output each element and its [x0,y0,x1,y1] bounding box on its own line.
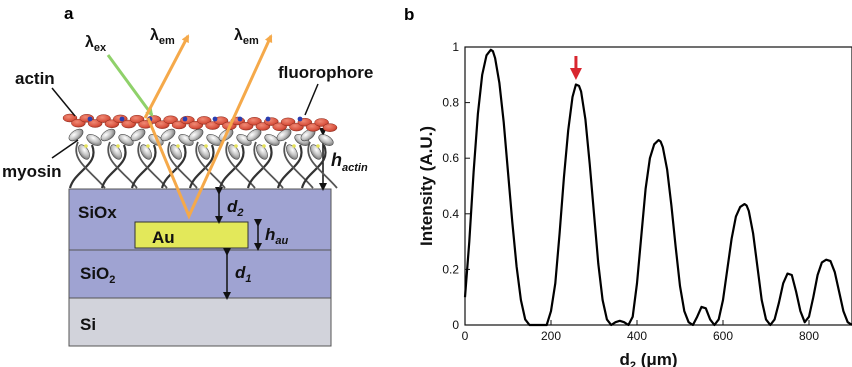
actin-monomer [163,115,178,125]
myosin-head [78,144,90,160]
myosin-leader-line [51,139,79,159]
panel-a-letter: a [64,4,74,23]
fluorophore-label: fluorophore [278,63,373,82]
myosin-head [110,144,122,160]
myosin-joint [204,144,208,148]
siox-label: SiOx [78,203,117,222]
myosin-head [140,144,152,160]
au-label: Au [152,228,175,247]
actin-label: actin [15,69,55,88]
x-axis-title: d2 (μm) [619,350,677,367]
myosin-head [68,128,84,142]
myosin-joint [176,144,180,148]
panel-b-letter: b [404,5,414,24]
myosin-joint [84,144,88,148]
myosin-joint [116,144,120,148]
myosin-tail [195,141,226,189]
x-tick-label: 200 [541,329,561,343]
x-tick-label: 0 [462,329,469,343]
au-layer [134,221,249,249]
x-tick-label: 600 [713,329,733,343]
myosin-tail [253,141,284,189]
myosin-joint [316,144,320,148]
y-tick-label: 0.4 [442,207,459,221]
actin-monomer [322,123,338,132]
myosin-joint [292,144,296,148]
myosin-head [188,128,204,142]
myosin-head [228,144,240,160]
si-label: Si [80,315,96,334]
d2-label: d2 [227,197,244,219]
myosin-head [198,144,210,160]
myosin-head [160,128,176,142]
myosin-head [256,144,268,160]
hactin-label: hactin [331,150,368,174]
y-tick-label: 0 [452,318,459,332]
y-tick-label: 0.8 [442,96,459,110]
y-axis-title: Intensity (A.U.) [417,126,436,246]
panel-a: a SiOx Au SiO2 Si d2 hau d1 hactin λex [2,4,373,347]
fluorophore-dot [237,116,243,122]
actin-monomer [247,117,262,126]
fluorophore-dot [265,116,271,122]
myosin-tail [75,141,106,189]
d1-label: d1 [235,263,252,285]
fluorophore-dot [297,116,303,122]
actin-monomer [196,116,212,125]
intensity-series-line [463,48,852,327]
actin-leader-line [51,87,76,117]
fluorophore-dot [119,116,125,122]
intensity-chart: 0 0.2 0.4 0.6 0.8 1 0 200 400 600 800 Intensity (A.… [417,40,852,367]
lambda-ex-label: λex [85,34,107,54]
fluorophore-dot [182,116,188,122]
hau-label: hau [265,225,289,247]
actin-monomer [96,114,111,123]
sio2-layer [68,249,332,299]
fluorophore-leader-line [304,83,319,116]
myosin-joint [146,144,150,148]
panel-b: b 0 0.2 0.4 0.6 0.8 1 0 200 400 600 800 Intensity (… [404,5,852,367]
y-tick-label: 0.2 [442,262,459,276]
myosin-tail [107,141,138,189]
myosin-head [264,134,280,146]
myosin-joint [234,144,238,148]
sio2-label: SiO2 [80,264,115,286]
myosin-tail [283,141,314,189]
myosin-tail [137,141,168,189]
y-tick-label: 0.6 [442,151,459,165]
lambda-em-label-1: λem [150,27,175,47]
myosin-tail [307,141,338,189]
lambda-em-label-2: λem [234,27,259,47]
myosin-head [286,144,298,160]
myosin-joint [262,144,266,148]
peak-marker-arrow-head [569,68,582,80]
excitation-ray [106,54,154,117]
si-substrate [68,297,332,347]
myosin-label: myosin [2,162,62,181]
actin-monomer [314,118,329,127]
myosin-head [170,144,182,160]
fluorophore-dot [212,116,218,122]
y-tick-label: 1 [452,40,459,54]
myosin-head [118,134,134,146]
actin-monomer [280,117,296,127]
myosin-head [276,128,292,142]
x-tick-label: 800 [799,329,819,343]
actin-monomer [62,113,78,123]
actin-filament [62,113,338,132]
emission-ray-reflected [146,34,273,220]
myosin-head [130,128,146,142]
emission-ray-direct [143,34,190,119]
myosin-head [86,134,102,146]
myosin-motors [68,128,338,189]
actin-monomer [129,114,145,124]
myosin-head [310,144,322,160]
fluorophore-dot [87,116,93,122]
plot-frame [464,46,852,326]
myosin-head [100,128,116,142]
x-tick-label: 400 [627,329,647,343]
myosin-head [318,134,334,146]
